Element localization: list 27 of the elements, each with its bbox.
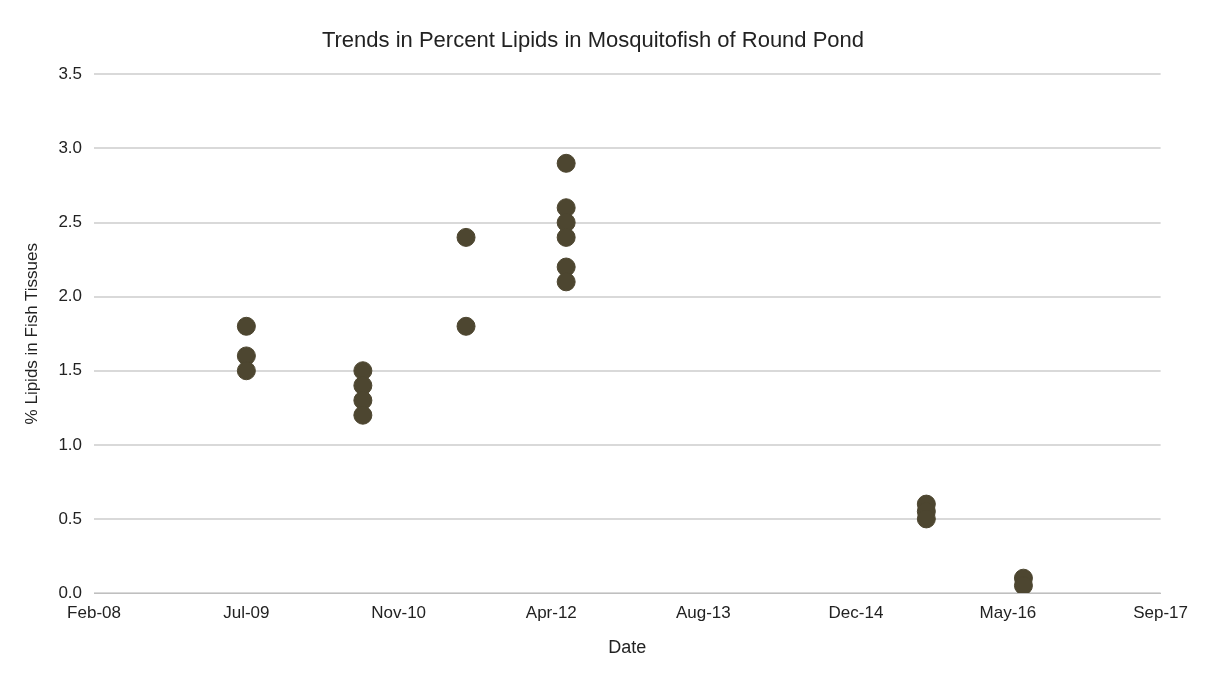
point xyxy=(353,405,373,425)
y-tick-label: 0.5 xyxy=(58,508,83,528)
y-tick-label: 2.0 xyxy=(58,286,83,306)
y-axis-title: % Lipids in Fish Tissues xyxy=(21,243,41,425)
x-tick-label: Feb-08 xyxy=(67,602,121,622)
y-tick-label: 1.0 xyxy=(58,434,83,454)
y-tick-label: 1.5 xyxy=(58,360,83,380)
point xyxy=(556,227,576,247)
point xyxy=(556,153,576,173)
x-tick-label: Jul-09 xyxy=(223,602,270,622)
x-tick-label: Aug-13 xyxy=(675,602,731,622)
point xyxy=(556,272,576,292)
y-tick-label: 3.0 xyxy=(58,138,83,158)
y-tick-label: 3.5 xyxy=(58,64,83,84)
point xyxy=(236,316,256,336)
point xyxy=(456,316,476,336)
x-tick-label: Dec-14 xyxy=(828,602,884,622)
x-tick-label: Apr-12 xyxy=(525,602,577,622)
point xyxy=(236,361,256,381)
x-tick-label: Nov-10 xyxy=(371,602,427,622)
y-tick-label: 0.0 xyxy=(58,582,83,602)
x-axis-title: Date xyxy=(608,637,647,658)
point xyxy=(456,227,476,247)
x-tick-label: Sep-17 xyxy=(1133,602,1188,622)
x-tick-label: May-16 xyxy=(979,602,1037,622)
chart-title: Trends in Percent Lipids in Mosquitofish of Round Pond xyxy=(321,27,865,53)
y-tick-label: 2.5 xyxy=(58,212,83,232)
